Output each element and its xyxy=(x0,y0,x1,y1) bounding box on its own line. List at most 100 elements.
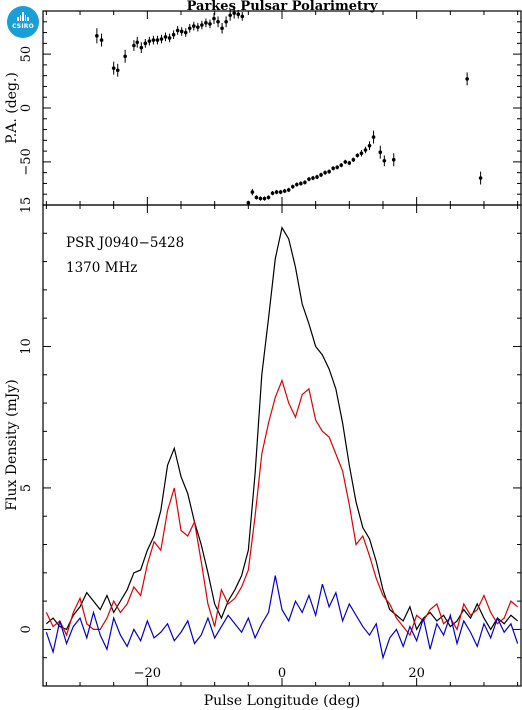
x-axis-label: Pulse Longitude (deg) xyxy=(204,693,361,709)
pa-data-point xyxy=(355,153,360,158)
logo-bars-icon xyxy=(17,12,29,21)
flux-panel: 0 5 10 15 −20 0 20 PSR J0940−5428 1370 MHz Pul… xyxy=(4,197,522,709)
flux-y-tick-label: 15 xyxy=(19,197,34,214)
pa-data-point xyxy=(363,148,368,152)
pa-data-point xyxy=(258,196,263,201)
pa-data-point xyxy=(196,25,200,29)
pa-data-point xyxy=(123,54,127,59)
pa-data-point xyxy=(155,38,160,42)
pa-data-point xyxy=(290,184,295,189)
pa-data-point xyxy=(295,182,299,187)
pa-data-point xyxy=(208,22,212,26)
pa-data-point xyxy=(282,189,287,193)
pa-data-point xyxy=(262,196,267,201)
pa-data-point xyxy=(192,24,196,28)
pa-data-point xyxy=(359,151,364,156)
pa-data-point xyxy=(274,190,279,194)
pa-y-tick-label: 0 xyxy=(19,104,34,112)
pa-data-point xyxy=(303,180,307,185)
pa-data-point xyxy=(278,190,283,194)
pa-data-point xyxy=(151,38,156,42)
flux-series-line-0 xyxy=(45,226,519,631)
pa-data-point xyxy=(286,188,291,192)
pa-data-point xyxy=(465,77,469,81)
pa-data-point xyxy=(139,45,144,50)
pa-data-point xyxy=(167,36,172,40)
pa-data-point xyxy=(331,166,335,171)
pa-data-point xyxy=(367,143,372,148)
csiro-logo: CSIRO xyxy=(7,6,39,38)
flux-x-tick-label: 0 xyxy=(278,666,286,681)
pa-axis-ticks: 50 0 −50 xyxy=(19,10,521,206)
pa-data-point xyxy=(351,157,356,162)
pa-data-point xyxy=(135,40,140,45)
pa-data-point xyxy=(327,169,331,174)
pa-data-point xyxy=(371,135,376,139)
pa-data-point xyxy=(216,19,220,24)
pa-data-point xyxy=(335,165,340,170)
pa-data-point xyxy=(236,12,241,17)
pa-data-point xyxy=(299,181,303,186)
pa-panel-frame xyxy=(42,10,522,206)
pa-data-point xyxy=(175,28,180,33)
pa-data-point xyxy=(204,21,208,25)
pa-data-point xyxy=(187,26,192,31)
pa-data-point xyxy=(347,161,352,165)
pa-data-point xyxy=(246,201,251,205)
pa-data-point xyxy=(311,176,315,180)
pa-y-axis-label: P.A. (deg.) xyxy=(4,72,20,144)
pa-y-tick-label: −50 xyxy=(19,148,34,175)
pa-data-point xyxy=(391,157,396,162)
pa-data-point xyxy=(343,160,348,164)
pa-data-point xyxy=(478,176,483,180)
pa-data-point xyxy=(147,39,152,43)
pa-data-point xyxy=(183,30,188,35)
pa-data-point xyxy=(232,11,236,15)
pa-panel: 50 0 −50 P.A. (deg.) xyxy=(4,7,522,206)
pa-data-point xyxy=(159,37,164,41)
pa-data-point xyxy=(270,191,275,195)
pa-data-points xyxy=(95,7,483,205)
pa-data-point xyxy=(212,16,216,21)
pa-y-tick-label: 50 xyxy=(19,46,34,63)
pa-data-point xyxy=(143,41,148,46)
flux-series-line-2 xyxy=(45,575,519,661)
flux-y-axis-label: Flux Density (mJy) xyxy=(4,379,20,510)
flux-x-tick-label: 20 xyxy=(408,666,425,681)
pa-data-point xyxy=(95,33,99,38)
pa-data-point xyxy=(323,170,327,175)
pa-data-point xyxy=(382,159,387,163)
pa-data-point xyxy=(115,68,120,73)
pa-data-point xyxy=(111,66,116,70)
pa-data-point xyxy=(99,38,104,42)
pa-data-point xyxy=(220,26,224,31)
logo-text: CSIRO xyxy=(12,23,34,30)
pa-data-point xyxy=(250,190,255,194)
pa-data-point xyxy=(179,29,184,34)
pa-data-point xyxy=(319,173,323,177)
pa-data-point xyxy=(240,14,245,19)
pa-data-point xyxy=(266,195,271,200)
flux-panel-frame xyxy=(42,204,522,687)
pa-data-point xyxy=(378,150,383,154)
flux-axis-ticks: 0 5 10 15 −20 0 20 xyxy=(19,197,521,687)
pulsar-name-label: PSR J0940−5428 xyxy=(66,235,184,251)
pa-data-point xyxy=(315,175,319,179)
pa-data-point xyxy=(224,19,228,24)
flux-profile-lines xyxy=(45,226,519,661)
pa-data-point xyxy=(163,35,168,39)
flux-y-tick-label: 5 xyxy=(19,484,34,492)
flux-y-tick-label: 10 xyxy=(19,338,34,355)
pa-data-point xyxy=(254,195,259,200)
pa-data-point xyxy=(307,177,311,181)
frequency-label: 1370 MHz xyxy=(66,260,137,276)
flux-series-line-1 xyxy=(45,378,519,637)
flux-x-tick-label: −20 xyxy=(134,666,161,681)
flux-y-tick-label: 0 xyxy=(19,625,34,633)
pa-data-point xyxy=(339,163,344,167)
pa-data-point xyxy=(132,43,136,48)
pa-data-point xyxy=(200,23,204,27)
pa-data-point xyxy=(171,32,176,37)
pa-data-point xyxy=(228,13,232,18)
